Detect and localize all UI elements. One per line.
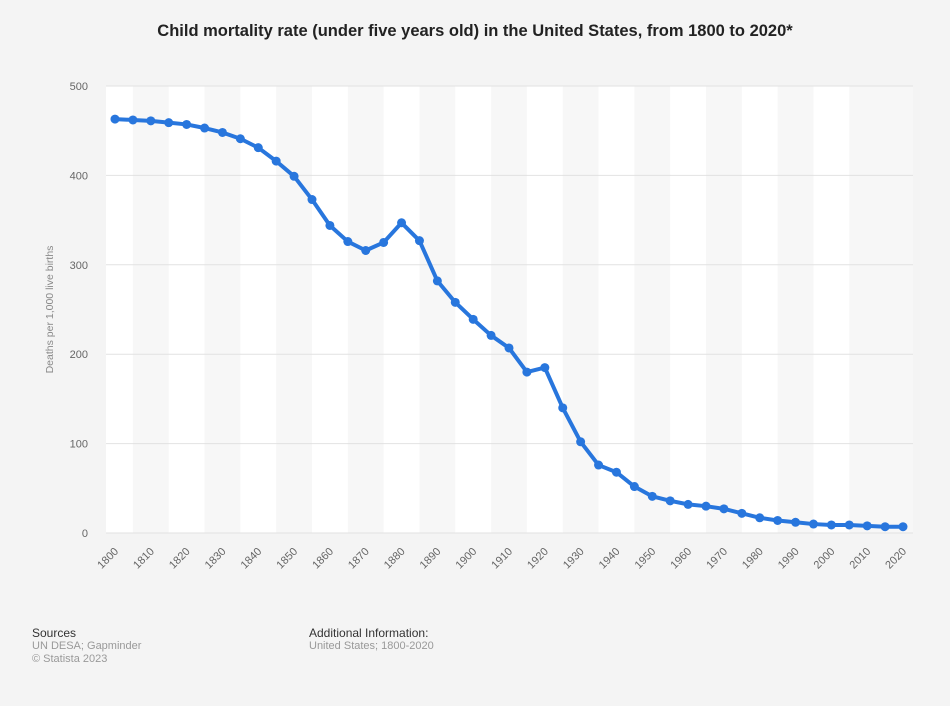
data-point bbox=[808, 519, 818, 529]
data-point bbox=[397, 218, 407, 228]
x-tick-label: 1930 bbox=[561, 546, 587, 572]
plot-band bbox=[240, 86, 277, 533]
data-point bbox=[361, 245, 371, 255]
data-point bbox=[110, 114, 120, 124]
data-point bbox=[773, 515, 783, 525]
sources-block: Sources UN DESA; Gapminder © Statista 20… bbox=[32, 627, 141, 666]
data-point bbox=[146, 116, 156, 126]
plot-background bbox=[106, 86, 913, 533]
data-point bbox=[379, 237, 389, 247]
plot-band bbox=[670, 86, 706, 533]
x-tick-label: 1990 bbox=[776, 546, 802, 572]
x-tick-label: 1880 bbox=[382, 546, 408, 572]
plot-band bbox=[168, 86, 205, 533]
data-point bbox=[217, 127, 227, 137]
data-point bbox=[325, 220, 335, 230]
data-point bbox=[235, 134, 245, 144]
y-tick-label: 400 bbox=[70, 170, 88, 182]
x-tick-label: 1910 bbox=[489, 546, 515, 572]
data-point bbox=[468, 314, 478, 324]
x-tick-label: 1820 bbox=[167, 546, 193, 572]
data-point bbox=[898, 522, 908, 532]
data-point bbox=[128, 115, 138, 125]
data-point bbox=[647, 491, 657, 501]
sources-text: UN DESA; Gapminder bbox=[32, 640, 142, 652]
plot-band bbox=[526, 86, 563, 533]
data-point bbox=[540, 363, 550, 373]
additional-info-heading: Additional Information: bbox=[309, 626, 429, 640]
x-tick-label: 1810 bbox=[131, 546, 157, 572]
data-point bbox=[414, 236, 424, 246]
data-point bbox=[343, 237, 353, 247]
data-point bbox=[755, 513, 765, 523]
data-point bbox=[164, 118, 174, 128]
data-point bbox=[432, 276, 442, 286]
x-tick-label: 1840 bbox=[239, 546, 265, 572]
chart-title: Child mortality rate (under five years o… bbox=[157, 22, 793, 40]
plot-band bbox=[106, 86, 133, 533]
x-tick-label: 1870 bbox=[346, 546, 372, 572]
y-tick-label: 100 bbox=[70, 439, 88, 451]
plot-band bbox=[813, 86, 850, 533]
y-axis-label: Deaths per 1,000 live births bbox=[44, 246, 56, 374]
x-tick-label: 1960 bbox=[668, 546, 694, 572]
x-tick-label: 2010 bbox=[848, 546, 874, 572]
x-tick-label: 1940 bbox=[597, 546, 623, 572]
x-tick-label: 1970 bbox=[704, 546, 730, 572]
x-tick-label: 1950 bbox=[633, 546, 659, 572]
data-point bbox=[683, 499, 693, 509]
data-point bbox=[182, 119, 192, 129]
data-point bbox=[844, 520, 854, 530]
copyright-text: © Statista 2023 bbox=[32, 653, 108, 665]
plot-band bbox=[741, 86, 778, 533]
data-point bbox=[486, 330, 496, 340]
data-point bbox=[880, 522, 890, 532]
data-point bbox=[200, 123, 210, 133]
x-tick-label: 1830 bbox=[203, 546, 229, 572]
data-point bbox=[701, 501, 711, 511]
x-tick-label: 2020 bbox=[883, 546, 909, 572]
data-point bbox=[289, 171, 299, 181]
additional-info-block: Additional Information: United States; 1… bbox=[309, 627, 434, 653]
line-chart: 0 100 200 300 400 500 1800 1810 1820 1830 1840 1850… bbox=[44, 81, 913, 572]
x-tick-label: 1860 bbox=[310, 546, 336, 572]
plot-band bbox=[383, 86, 420, 533]
x-tick-label: 1920 bbox=[525, 546, 551, 572]
data-point bbox=[271, 156, 281, 166]
data-point bbox=[307, 195, 317, 205]
data-point bbox=[576, 437, 586, 447]
x-tick-label: 1850 bbox=[274, 546, 300, 572]
x-tick-label: 1900 bbox=[454, 546, 480, 572]
data-point bbox=[450, 297, 460, 307]
data-point bbox=[791, 517, 801, 527]
y-tick-label: 200 bbox=[70, 349, 88, 361]
sources-heading: Sources bbox=[32, 626, 77, 640]
x-tick-label: 1800 bbox=[95, 546, 121, 572]
data-point bbox=[862, 521, 872, 531]
data-point bbox=[826, 520, 836, 530]
y-tick-label: 0 bbox=[82, 528, 88, 540]
x-tick-label: 1980 bbox=[740, 546, 766, 572]
data-point bbox=[504, 343, 514, 353]
plot-band bbox=[598, 86, 635, 533]
data-point bbox=[719, 504, 729, 514]
data-point bbox=[253, 143, 263, 153]
x-tick-label: 1890 bbox=[418, 546, 444, 572]
y-tick-label: 300 bbox=[70, 260, 88, 272]
data-point bbox=[558, 403, 568, 413]
y-tick-label: 500 bbox=[70, 81, 88, 93]
x-tick-label: 2000 bbox=[812, 546, 838, 572]
data-point bbox=[629, 482, 639, 492]
data-point bbox=[522, 367, 532, 377]
data-point bbox=[737, 508, 747, 518]
data-point bbox=[665, 496, 675, 506]
additional-info-text: United States; 1800-2020 bbox=[309, 640, 434, 652]
plot-band bbox=[312, 86, 348, 533]
data-point bbox=[611, 467, 621, 477]
data-point bbox=[594, 460, 604, 470]
